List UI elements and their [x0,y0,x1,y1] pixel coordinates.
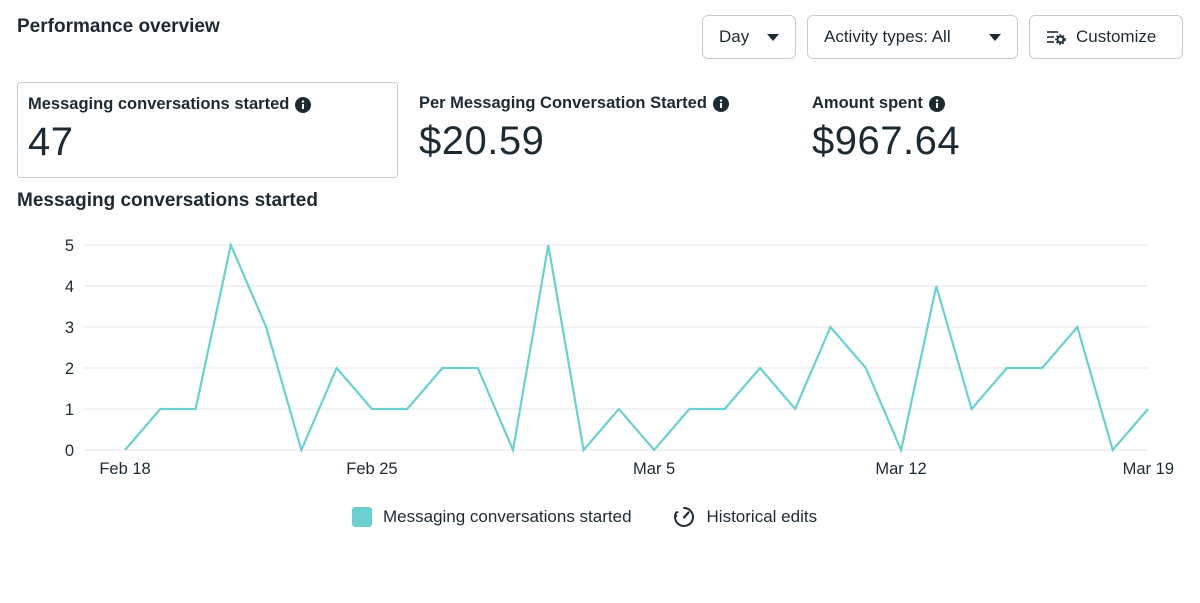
metric-label-row: Amount spent [812,94,1172,113]
x-tick-label: Feb 18 [99,460,150,478]
page-title: Performance overview [17,16,220,37]
customize-icon [1046,29,1066,45]
legend-item-historical-edits[interactable]: Historical edits [672,505,818,529]
y-tick-label: 1 [65,401,74,419]
chart-title: Messaging conversations started [17,190,318,211]
metric-label-row: Messaging conversations started [28,95,387,114]
caret-down-icon [989,33,1001,41]
historical-edits-icon [672,505,696,529]
line-chart: 0 1 2 3 4 5 Feb 18 Feb 25 Mar 5 Mar 12 Mar 19 [65,237,1174,478]
metric-value: $967.64 [812,119,961,163]
day-dropdown[interactable]: Day [702,15,796,59]
metric-label: Messaging conversations started [28,95,290,113]
customize-label: Customize [1076,27,1157,46]
y-tick-label: 2 [65,360,74,378]
caret-down-icon [767,33,779,41]
y-tick-label: 0 [65,442,74,460]
metric-card-amount-spent[interactable]: Amount spent $967.64 [802,82,1182,178]
series-line [124,241,1149,454]
legend-historical-label: Historical edits [706,507,818,526]
metric-label-row: Per Messaging Conversation Started [419,94,779,113]
x-tick-label: Feb 25 [346,460,397,478]
chart-legend: Messaging conversations started Historic… [352,505,817,529]
metric-card-conversations[interactable]: Messaging conversations started 47 [17,82,398,178]
metric-value: 47 [28,120,74,164]
legend-series-label: Messaging conversations started [383,507,632,526]
x-tick-label: Mar 12 [875,460,926,478]
legend-swatch [352,507,372,527]
metric-label: Amount spent [812,94,923,112]
info-icon[interactable] [928,95,945,112]
metric-card-cost-per-conversation[interactable]: Per Messaging Conversation Started $20.5… [409,82,789,178]
metric-label: Per Messaging Conversation Started [419,94,707,112]
x-tick-label: Mar 5 [633,460,675,478]
legend-item-series[interactable]: Messaging conversations started [352,507,632,527]
info-icon[interactable] [712,95,729,112]
day-dropdown-label: Day [719,27,750,46]
x-tick-label: Mar 19 [1123,460,1174,478]
activity-types-dropdown[interactable]: Activity types: All [807,15,1018,59]
customize-button[interactable]: Customize [1029,15,1183,59]
metric-value: $20.59 [419,119,545,163]
activity-types-label: Activity types: All [824,27,951,46]
info-icon[interactable] [295,96,312,113]
y-tick-label: 4 [65,278,74,296]
y-tick-label: 5 [65,237,74,255]
toolbar: Day Activity types: All Customize [702,15,1183,59]
y-tick-label: 3 [65,319,74,337]
